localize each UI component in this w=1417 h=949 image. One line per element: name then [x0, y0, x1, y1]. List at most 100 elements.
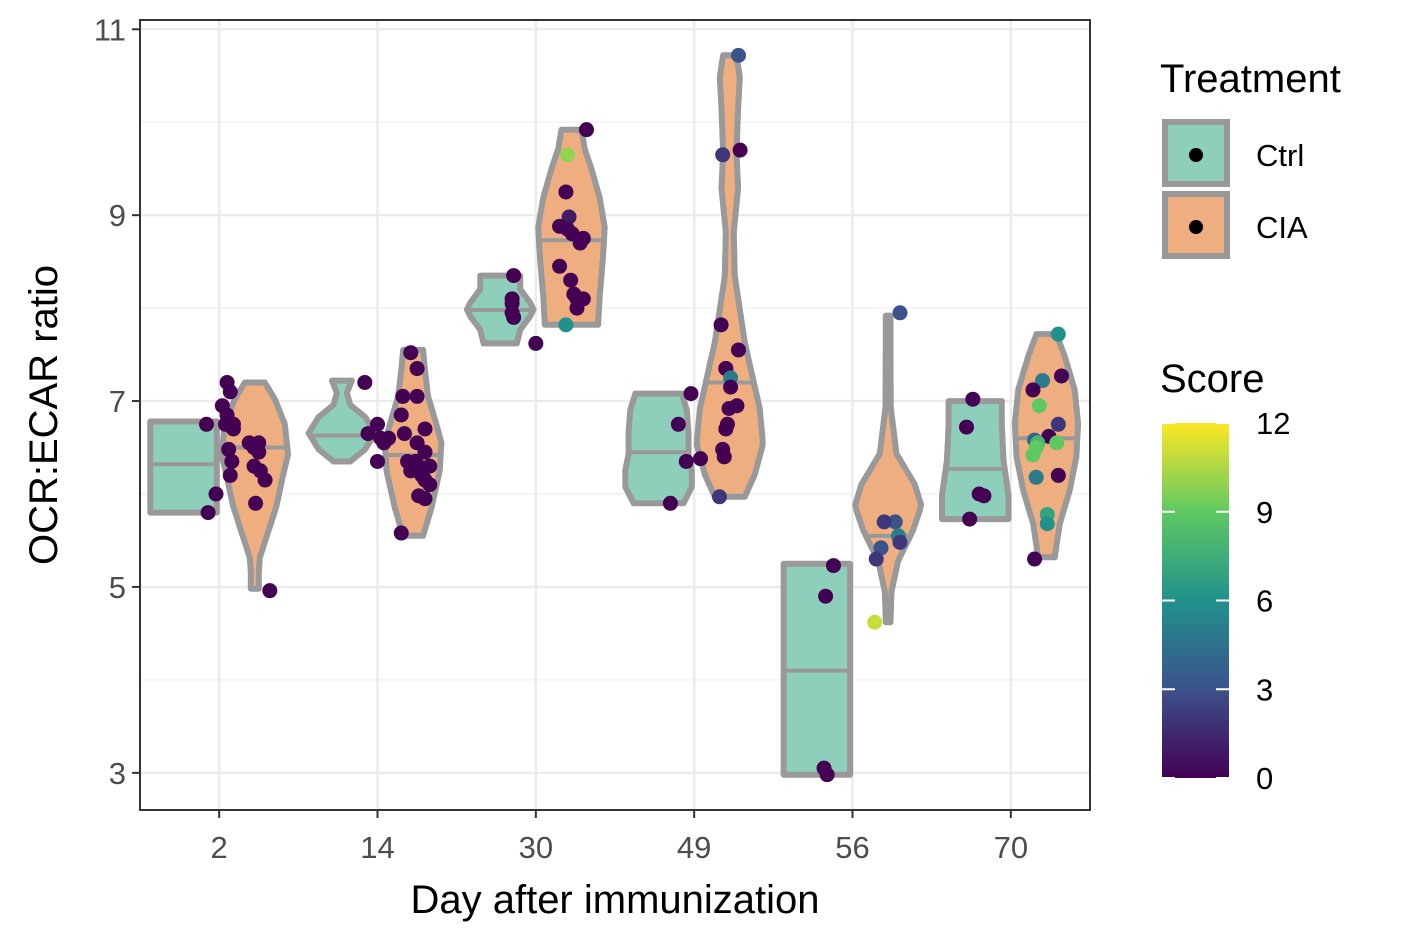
score-legend-title: Score	[1160, 357, 1265, 401]
data-point	[892, 534, 908, 550]
legend-label-cia: CIA	[1256, 210, 1308, 245]
data-point	[409, 361, 425, 377]
data-point	[225, 416, 241, 432]
data-point	[558, 317, 574, 333]
data-point	[357, 374, 373, 390]
data-point	[718, 421, 734, 437]
data-point	[563, 272, 579, 288]
data-point	[965, 391, 981, 407]
plot-border	[139, 19, 1091, 811]
violin-ctrl-day-2	[147, 418, 220, 516]
y-tick-label: 7	[109, 384, 126, 419]
data-point	[199, 416, 214, 432]
data-point	[506, 268, 522, 284]
data-point	[561, 209, 577, 225]
legend-key-cia	[1162, 191, 1230, 259]
data-point	[396, 426, 412, 442]
data-point	[976, 488, 992, 504]
data-point	[417, 491, 433, 507]
data-point	[1035, 373, 1050, 389]
plot-panel	[140, 20, 1090, 810]
data-point	[552, 258, 568, 274]
y-axis-title: OCR:ECAR ratio	[22, 265, 66, 565]
data-point	[409, 388, 425, 404]
data-point	[683, 386, 699, 402]
data-point	[528, 335, 544, 351]
data-point	[221, 441, 237, 457]
data-point	[959, 419, 974, 435]
data-point	[868, 551, 884, 567]
data-point	[670, 416, 686, 432]
data-point	[262, 583, 278, 599]
colorbar-tick-label: 3	[1256, 672, 1273, 707]
score-legend: Score 12 9 6 3 0	[1160, 357, 1290, 796]
colorbar-tick-label: 12	[1256, 406, 1290, 441]
data-point	[506, 309, 522, 325]
data-point	[395, 388, 411, 404]
data-point	[713, 317, 729, 333]
data-point	[251, 444, 267, 460]
y-tick-label: 11	[94, 12, 126, 47]
data-point	[422, 477, 438, 493]
data-point	[558, 184, 574, 200]
data-point	[370, 453, 385, 469]
data-point	[867, 614, 883, 630]
data-point	[370, 416, 385, 432]
data-points	[199, 47, 1069, 783]
colorbar-tick-label: 0	[1256, 761, 1273, 796]
legend-key-point	[1189, 148, 1203, 162]
data-point	[723, 379, 739, 395]
data-point	[393, 525, 409, 541]
legend-label-ctrl: Ctrl	[1256, 138, 1304, 173]
data-point	[818, 588, 834, 604]
data-point	[715, 147, 731, 163]
treatment-legend: Treatment Ctrl CIA	[1160, 57, 1341, 259]
data-point	[579, 122, 594, 138]
data-point	[826, 558, 841, 574]
grid-lines	[140, 20, 1090, 810]
data-point	[1050, 326, 1066, 342]
x-tick-label: 49	[677, 830, 711, 865]
data-point	[693, 451, 708, 467]
x-tick-label: 70	[994, 830, 1028, 865]
x-tick-label: 14	[360, 830, 394, 865]
data-point	[1050, 467, 1066, 483]
y-tick-label: 5	[109, 570, 126, 605]
data-point	[222, 467, 238, 483]
data-point	[222, 384, 238, 400]
treatment-legend-title: Treatment	[1160, 57, 1341, 101]
data-point	[248, 495, 264, 511]
data-point	[1049, 435, 1065, 451]
data-point	[1054, 368, 1069, 384]
data-point	[1039, 516, 1055, 532]
data-point	[678, 453, 694, 469]
data-point	[381, 430, 397, 446]
y-tick-label: 3	[109, 756, 126, 791]
data-point	[417, 421, 433, 437]
data-point	[417, 444, 433, 460]
data-point	[208, 486, 224, 502]
x-axis-title: Day after immunization	[410, 878, 819, 922]
data-point	[1025, 447, 1041, 463]
data-point	[257, 472, 273, 488]
data-point	[393, 407, 409, 423]
x-tick-label: 2	[211, 830, 228, 865]
data-point	[569, 300, 585, 316]
x-tick-label: 56	[835, 830, 869, 865]
data-point	[560, 147, 575, 163]
violin-cia-day-49	[693, 52, 766, 500]
data-point	[732, 142, 748, 158]
data-point	[662, 495, 678, 511]
data-point	[1050, 416, 1066, 432]
data-point	[572, 235, 588, 251]
axes: 3 5 7 9 11 2 14 30 49 56 70	[94, 12, 1028, 865]
data-point	[716, 449, 732, 465]
data-point	[1027, 551, 1043, 567]
data-point	[403, 345, 419, 361]
data-point	[876, 514, 892, 530]
data-point	[1028, 469, 1044, 485]
data-point	[224, 453, 240, 469]
y-tick-label: 9	[109, 198, 126, 233]
